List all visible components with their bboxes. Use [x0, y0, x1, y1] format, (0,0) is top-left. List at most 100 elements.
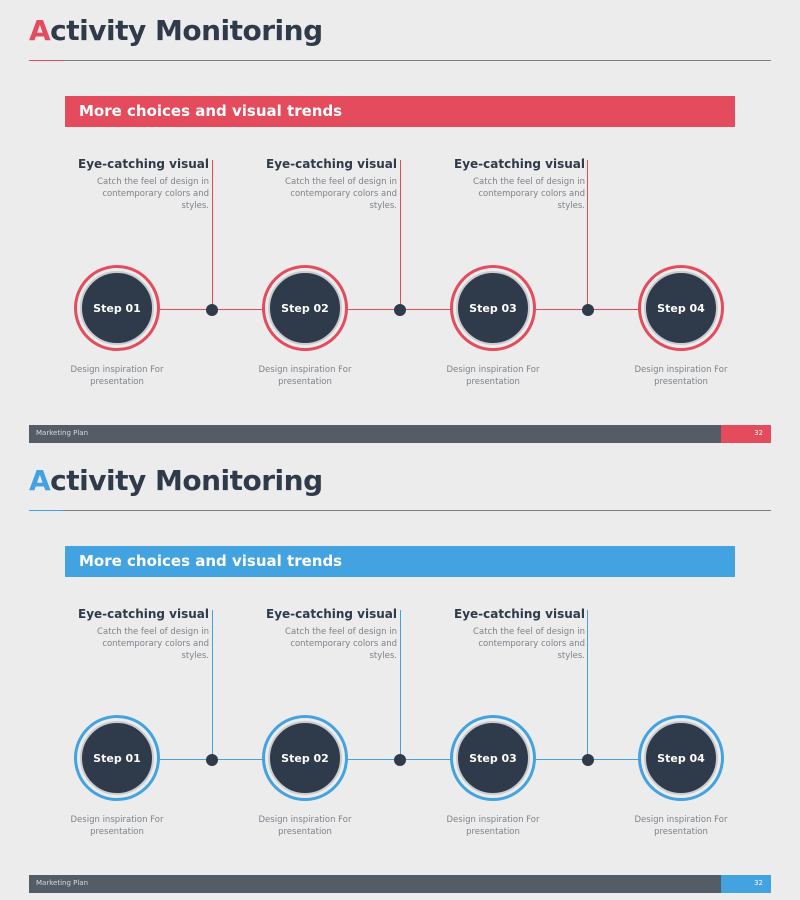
timeline-dot	[582, 754, 594, 766]
step-circle-1: Step 01	[74, 265, 160, 351]
page-number: 32	[754, 429, 763, 437]
step-circle-inner: Step 01	[80, 721, 154, 795]
banner-text: More choices and visual trends	[79, 552, 343, 570]
connector-vertical	[587, 160, 588, 310]
timeline-dot	[582, 304, 594, 316]
step-circle-inner: Step 02	[268, 271, 342, 345]
feature-heading: Eye-catching visual	[266, 607, 397, 621]
feature-desc-line: contemporary colors and	[102, 189, 209, 199]
feature-1: Eye-catching visual Catch the feel of de…	[9, 157, 209, 212]
slide-title: Activity Monitoring	[29, 14, 323, 47]
feature-3: Eye-catching visual Catch the feel of de…	[385, 157, 585, 212]
footer-bar: Marketing Plan 32	[29, 425, 771, 443]
timeline-dot	[206, 754, 218, 766]
title-rule	[29, 60, 771, 61]
feature-desc-line: contemporary colors and	[478, 639, 585, 649]
step-caption: Design inspiration For presentation	[438, 814, 548, 838]
feature-desc-line: contemporary colors and	[290, 639, 397, 649]
step-caption-line: Design inspiration For	[446, 815, 540, 825]
step-caption-line: presentation	[654, 827, 708, 837]
banner: More choices and visual trends	[65, 96, 735, 127]
feature-heading: Eye-catching visual	[454, 157, 585, 171]
feature-desc: Catch the feel of design in contemporary …	[385, 626, 585, 662]
slide-blue: Activity Monitoring More choices and vis…	[0, 450, 800, 900]
slide-red: Activity Monitoring More choices and vis…	[9, 14, 771, 443]
feature-desc-line: contemporary colors and	[478, 189, 585, 199]
page-number-box: 32	[721, 875, 771, 893]
step-circle-2: Step 02	[262, 265, 348, 351]
step-circle-inner: Step 03	[456, 721, 530, 795]
step-label: Step 01	[93, 301, 141, 315]
step-caption-line: presentation	[90, 827, 144, 837]
feature-desc-line: Catch the feel of design in	[473, 627, 585, 637]
title-rule	[29, 510, 771, 511]
page-number-box: 32	[721, 425, 771, 443]
step-circle-inner: Step 01	[80, 271, 154, 345]
step-caption-line: Design inspiration For	[258, 365, 352, 375]
step-circle-3: Step 03	[450, 715, 536, 801]
step-caption-line: Design inspiration For	[70, 815, 164, 825]
step-circle-inner: Step 04	[644, 721, 718, 795]
feature-heading: Eye-catching visual	[78, 157, 209, 171]
step-caption: Design inspiration For presentation	[250, 364, 360, 388]
timeline-dot	[206, 304, 218, 316]
feature-desc: Catch the feel of design in contemporary …	[197, 176, 397, 212]
footer-label: Marketing Plan	[36, 879, 89, 887]
step-circle-inner: Step 02	[268, 721, 342, 795]
feature-desc: Catch the feel of design in contemporary …	[9, 626, 209, 662]
connector-vertical	[400, 610, 401, 760]
title-rest: ctivity Monitoring	[50, 14, 323, 47]
feature-desc-line: styles.	[369, 651, 397, 661]
step-label: Step 03	[469, 751, 517, 765]
connector-vertical	[400, 160, 401, 310]
footer-label: Marketing Plan	[36, 429, 89, 437]
connector-vertical	[212, 610, 213, 760]
step-caption-line: presentation	[278, 377, 332, 387]
feature-1: Eye-catching visual Catch the feel of de…	[9, 607, 209, 662]
feature-desc: Catch the feel of design in contemporary …	[197, 626, 397, 662]
step-label: Step 03	[469, 301, 517, 315]
page-number: 32	[754, 879, 763, 887]
step-caption: Design inspiration For presentation	[438, 364, 548, 388]
timeline-dot	[394, 304, 406, 316]
feature-heading: Eye-catching visual	[266, 157, 397, 171]
step-circle-1: Step 01	[74, 715, 160, 801]
step-circle-4: Step 04	[638, 265, 724, 351]
step-circle-inner: Step 04	[644, 271, 718, 345]
feature-desc-line: styles.	[181, 651, 209, 661]
step-caption-line: Design inspiration For	[446, 365, 540, 375]
step-circle-2: Step 02	[262, 715, 348, 801]
step-caption: Design inspiration For presentation	[62, 364, 172, 388]
title-rest: ctivity Monitoring	[50, 464, 323, 497]
feature-desc: Catch the feel of design in contemporary …	[385, 176, 585, 212]
feature-desc-line: Catch the feel of design in	[285, 627, 397, 637]
footer-bar: Marketing Plan 32	[29, 875, 771, 893]
timeline-dot	[394, 754, 406, 766]
step-label: Step 02	[281, 751, 329, 765]
feature-heading: Eye-catching visual	[78, 607, 209, 621]
feature-3: Eye-catching visual Catch the feel of de…	[385, 607, 585, 662]
step-label: Step 02	[281, 301, 329, 315]
title-rule-accent	[29, 60, 63, 61]
step-label: Step 04	[657, 751, 705, 765]
step-caption: Design inspiration For presentation	[626, 814, 736, 838]
step-caption-line: presentation	[90, 377, 144, 387]
step-caption: Design inspiration For presentation	[62, 814, 172, 838]
step-caption-line: Design inspiration For	[258, 815, 352, 825]
banner-text: More choices and visual trends	[79, 102, 343, 120]
slide-title: Activity Monitoring	[29, 464, 323, 497]
feature-desc-line: Catch the feel of design in	[97, 177, 209, 187]
feature-2: Eye-catching visual Catch the feel of de…	[197, 157, 397, 212]
feature-desc-line: styles.	[557, 201, 585, 211]
step-caption-line: presentation	[466, 827, 520, 837]
feature-heading: Eye-catching visual	[454, 607, 585, 621]
banner: More choices and visual trends	[65, 546, 735, 577]
step-caption-line: presentation	[654, 377, 708, 387]
connector-vertical	[587, 610, 588, 760]
step-caption-line: presentation	[466, 377, 520, 387]
connector-vertical	[212, 160, 213, 310]
step-circle-3: Step 03	[450, 265, 536, 351]
step-label: Step 04	[657, 301, 705, 315]
feature-desc-line: contemporary colors and	[102, 639, 209, 649]
step-caption-line: Design inspiration For	[634, 815, 728, 825]
